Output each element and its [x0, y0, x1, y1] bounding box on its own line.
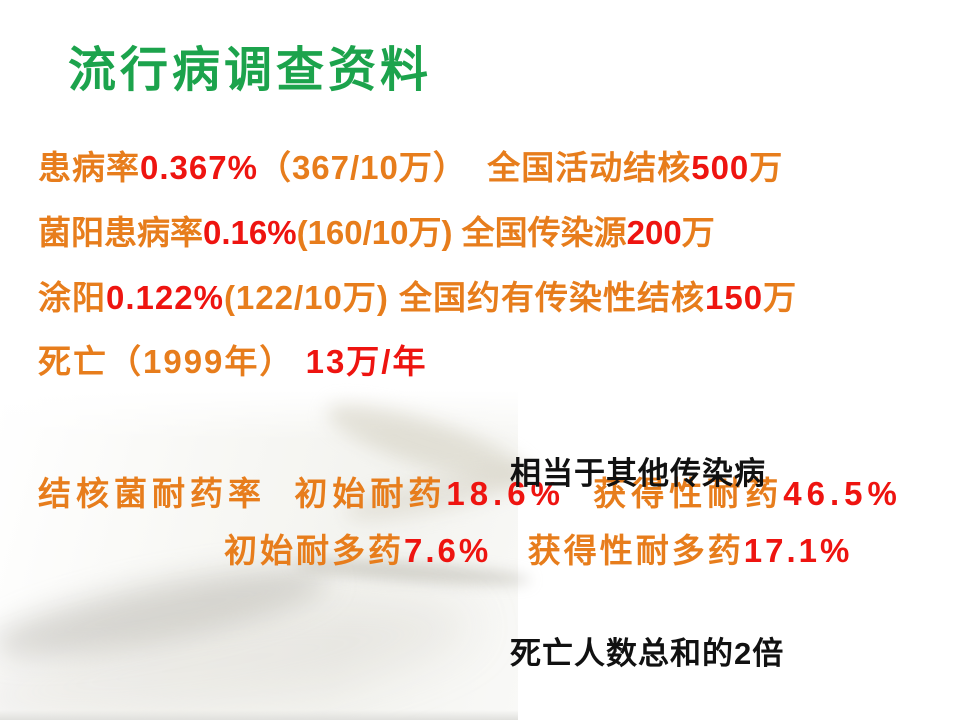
stat-segment-red: 0.367% — [140, 149, 258, 186]
stat-segment-orange: 患病率 — [38, 149, 140, 186]
flower-photo — [0, 385, 536, 720]
stat-segment-orange: 全国活动结核 — [466, 149, 692, 186]
stat-segment-red: 7.6% — [404, 532, 492, 569]
stat-segment-red: 13万/年 — [305, 343, 428, 380]
stat-segment-orange: （367/10万） — [257, 149, 467, 186]
stat-line-bacteria-positive: 菌阳患病率0.16%(160/10万) 全国传染源200万 — [38, 206, 715, 254]
stat-segment-orange: 结核菌耐药率 初始耐药 — [38, 475, 447, 512]
stat-segment-orange: 获得性耐多药 — [491, 532, 744, 569]
stat-segment-red: 17.1% — [743, 532, 853, 569]
stat-line-mortality: 死亡（1999年） 13万/年 — [38, 335, 427, 383]
slide-title: 流行病调查资料 — [68, 44, 433, 97]
stat-segment-orange: 万 — [749, 149, 784, 186]
stat-segment-orange: 全国约有传染性结核 — [388, 279, 706, 316]
stat-segment-orange: 死亡（1999年） — [38, 343, 306, 380]
stat-segment-red: 150 — [705, 279, 764, 316]
stat-segment-orange: 初始耐多药 — [224, 532, 404, 569]
stat-segment-orange: 全国传染源 — [452, 214, 627, 251]
note-line-2: 死亡人数总和的2倍 — [510, 636, 785, 671]
stat-segment-orange: 万 — [763, 279, 798, 316]
stat-line-drug-resistance: 结核菌耐药率 初始耐药18.6% 获得性耐药46.5% — [38, 467, 902, 515]
stat-segment-orange: (160/10万) — [296, 214, 453, 251]
stat-segment-orange: 菌阳患病率 — [38, 214, 203, 251]
stat-segment-orange: 获得性耐药 — [564, 475, 784, 512]
stat-segment-orange: 涂阳 — [38, 279, 106, 316]
stat-line-prevalence: 患病率0.367%（367/10万） 全国活动结核500万 — [38, 141, 783, 189]
stat-line-smear-positive: 涂阳0.122%(122/10万) 全国约有传染性结核150万 — [38, 271, 797, 319]
stat-segment-red: 46.5% — [783, 475, 902, 512]
stat-segment-red: 200 — [626, 214, 682, 251]
stat-segment-red: 0.16% — [203, 214, 297, 251]
stat-line-multidrug-resistance: 初始耐多药7.6% 获得性耐多药17.1% — [224, 524, 852, 572]
stat-segment-red: 18.6% — [446, 475, 565, 512]
stat-segment-red: 0.122% — [106, 279, 224, 316]
stat-segment-orange: 万 — [681, 214, 715, 251]
comparison-note: 相当于其他传染病 死亡人数总和的2倍 — [510, 324, 784, 720]
stat-segment-orange: (122/10万) — [223, 279, 389, 316]
note-line-1: 相当于其他传染病 — [510, 456, 766, 491]
stat-segment-red: 500 — [691, 149, 750, 186]
